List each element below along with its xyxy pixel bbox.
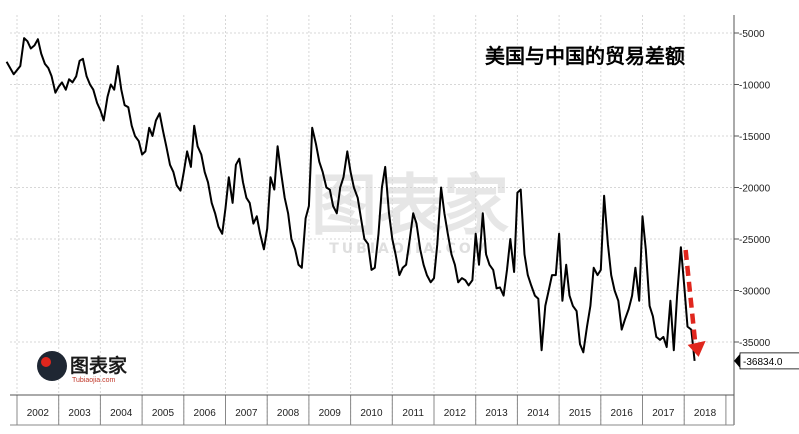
x-tick-label: 2003 <box>68 408 91 419</box>
last-value-pointer-icon <box>734 353 740 368</box>
x-tick-label: 2009 <box>319 408 342 419</box>
logo-mark-eye-icon <box>41 357 51 367</box>
logo-mark-icon <box>37 351 67 381</box>
x-tick-label: 2016 <box>611 408 634 419</box>
series-line <box>5 37 696 362</box>
logo: 图表家 Tubiaojia.com <box>37 351 128 384</box>
last-value-label: -36834.0 <box>743 357 783 368</box>
y-tick-label: -5000 <box>739 29 765 40</box>
y-tick-label: -30000 <box>739 287 771 298</box>
x-tick-label: 2007 <box>235 408 258 419</box>
trend-arrow-head-icon <box>687 340 706 357</box>
logo-text: 图表家 <box>70 354 128 377</box>
y-tick-label: -15000 <box>739 132 771 143</box>
last-value-box <box>739 352 799 370</box>
x-tick-label: 2010 <box>360 408 383 419</box>
last-value-marker: -36834.0 <box>734 352 799 370</box>
x-tick-label: 2002 <box>27 408 50 419</box>
x-tick-label: 2013 <box>485 408 508 419</box>
chart-title: 美国与中国的贸易差额 <box>485 44 685 68</box>
x-tick-label: 2011 <box>402 408 424 419</box>
axes: -5000 -10000 -15000 -20000 -25000 -30000 -3500… <box>10 15 771 426</box>
y-tick-label: -10000 <box>739 81 771 92</box>
y-tick-label: -25000 <box>739 235 771 246</box>
x-tick-label: 2008 <box>277 408 300 419</box>
x-tick-label: 2012 <box>444 408 467 419</box>
y-tick-label: -35000 <box>739 338 771 349</box>
x-tick-label: 2017 <box>652 408 675 419</box>
trend-arrow-shaft <box>683 249 698 348</box>
x-tick-label: 2004 <box>110 408 133 419</box>
x-tick-label: 2015 <box>569 408 592 419</box>
y-tick-label: -20000 <box>739 184 771 195</box>
x-tick-label: 2006 <box>194 408 217 419</box>
series-layer <box>5 37 696 362</box>
x-tick-label: 2018 <box>694 408 717 419</box>
trend-arrow <box>683 249 706 357</box>
x-tick-label: 2014 <box>527 408 550 419</box>
x-tick-label: 2005 <box>152 408 175 419</box>
logo-subtext: Tubiaojia.com <box>72 377 115 384</box>
